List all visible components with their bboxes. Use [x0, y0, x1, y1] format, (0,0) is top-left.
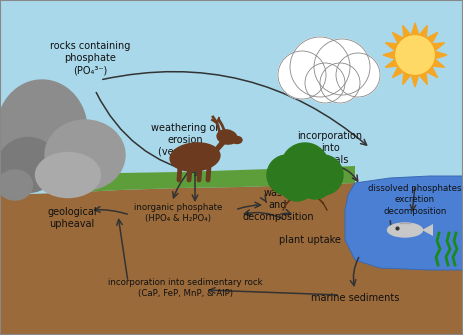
Text: incorporation into sedimentary rock
(CaP, FeP, MnP, & AlP): incorporation into sedimentary rock (CaP… — [108, 278, 263, 298]
Circle shape — [314, 39, 370, 95]
Polygon shape — [383, 23, 447, 87]
Circle shape — [297, 163, 333, 199]
Circle shape — [267, 155, 307, 195]
Polygon shape — [0, 180, 463, 335]
Text: incorporation
into
animals: incorporation into animals — [297, 131, 363, 165]
Text: geological
upheaval: geological upheaval — [47, 207, 97, 229]
Circle shape — [278, 51, 326, 99]
Circle shape — [396, 36, 434, 74]
Ellipse shape — [47, 168, 93, 190]
Ellipse shape — [232, 136, 242, 143]
Ellipse shape — [170, 143, 220, 171]
Polygon shape — [60, 166, 355, 193]
Circle shape — [290, 37, 350, 97]
Circle shape — [281, 143, 329, 191]
Circle shape — [305, 63, 345, 103]
Ellipse shape — [45, 120, 125, 190]
Circle shape — [320, 63, 360, 103]
Text: marine sediments: marine sediments — [311, 293, 399, 303]
Ellipse shape — [9, 155, 51, 183]
Ellipse shape — [36, 152, 100, 198]
Ellipse shape — [59, 141, 115, 177]
Ellipse shape — [13, 109, 75, 159]
Ellipse shape — [0, 170, 32, 200]
Circle shape — [303, 155, 343, 195]
Ellipse shape — [0, 80, 87, 180]
Ellipse shape — [388, 223, 423, 237]
Text: plant uptake: plant uptake — [279, 235, 341, 245]
Text: inorganic phosphate
(HPO₄ & H₂PO₄): inorganic phosphate (HPO₄ & H₂PO₄) — [134, 203, 222, 223]
Polygon shape — [422, 224, 433, 236]
Ellipse shape — [5, 182, 29, 197]
Circle shape — [279, 165, 315, 201]
Polygon shape — [213, 140, 227, 152]
Polygon shape — [345, 176, 463, 270]
Ellipse shape — [217, 130, 237, 144]
Circle shape — [336, 53, 380, 97]
Text: dissolved phosphates
excretion
decomposition: dissolved phosphates excretion decomposi… — [368, 184, 462, 216]
Text: weathering or
erosion
(very slow): weathering or erosion (very slow) — [151, 123, 219, 157]
Text: rocks containing
phosphate
(PO₄³⁻): rocks containing phosphate (PO₄³⁻) — [50, 41, 130, 75]
Text: waste
and
decomposition: waste and decomposition — [242, 188, 314, 222]
Ellipse shape — [0, 137, 58, 193]
